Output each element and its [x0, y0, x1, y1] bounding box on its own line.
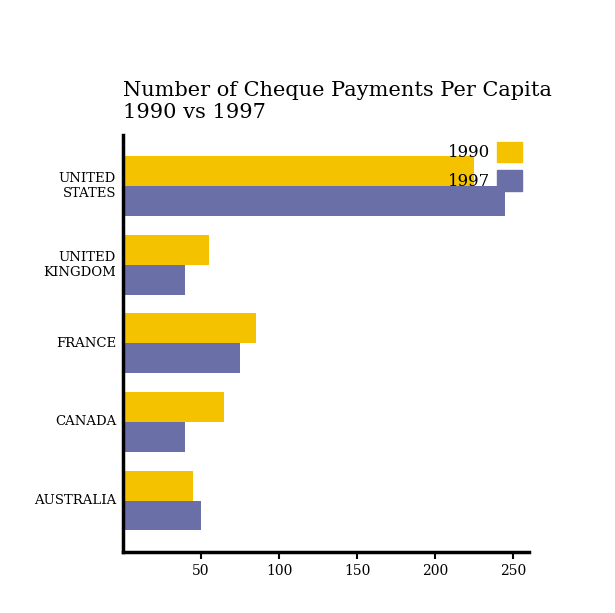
Bar [123, 156, 474, 186]
Bar [123, 422, 186, 452]
Bar [123, 501, 201, 530]
Bar [123, 471, 193, 501]
Bar [123, 235, 209, 265]
Bar [123, 265, 186, 294]
Bar [123, 343, 240, 373]
Legend: 1990, 1997: 1990, 1997 [442, 135, 529, 197]
Bar [123, 186, 506, 216]
Bar [123, 392, 224, 422]
Bar [123, 313, 256, 343]
Text: Number of Cheque Payments Per Capita
1990 vs 1997: Number of Cheque Payments Per Capita 199… [123, 81, 552, 122]
